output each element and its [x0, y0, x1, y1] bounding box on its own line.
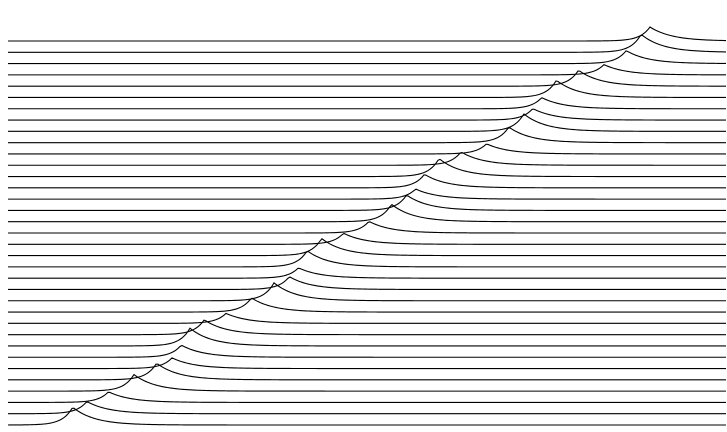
wave-line [8, 203, 726, 223]
wave-line [8, 238, 726, 257]
wave-line [7, 407, 726, 426]
wave-line [8, 188, 726, 200]
wave-line [8, 80, 726, 99]
wave-line [8, 232, 726, 245]
wave-line [8, 195, 726, 211]
wave-line [8, 391, 726, 403]
wave-line [8, 319, 726, 336]
wave-line [8, 151, 726, 166]
wave-line [8, 97, 726, 110]
wave-line [8, 34, 727, 53]
wave-line [8, 50, 727, 65]
wave-line [8, 344, 726, 358]
wave-line [8, 108, 726, 121]
wave-line [8, 143, 726, 155]
wave-line [8, 312, 726, 324]
wave-line [8, 63, 726, 76]
wave-line [8, 70, 726, 87]
wave-lines-group [7, 26, 727, 426]
wave-line [8, 373, 726, 392]
wave-line [8, 401, 726, 415]
wave-line [8, 127, 726, 144]
wave-line [8, 113, 726, 132]
wave-line [8, 363, 726, 381]
wave-line [8, 26, 727, 42]
wave-line [8, 250, 726, 268]
wave-line [8, 276, 726, 291]
wave-line [8, 297, 726, 313]
wave-line [8, 267, 726, 279]
wave-line [8, 357, 726, 370]
wave-line [8, 282, 726, 302]
wave-line [8, 158, 726, 178]
wave-line [8, 221, 726, 234]
wave-line [8, 174, 726, 189]
wave-line [8, 327, 726, 347]
